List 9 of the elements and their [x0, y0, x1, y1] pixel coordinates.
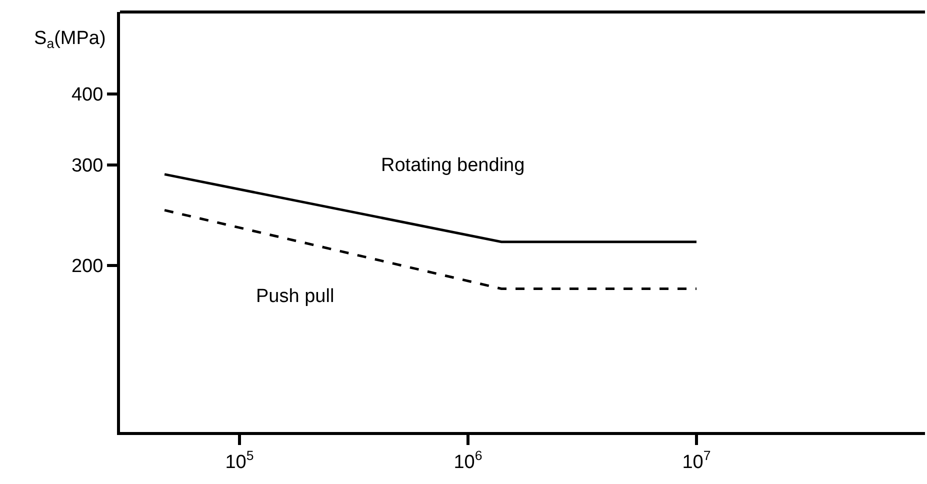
- y-axis-title: S$_{a}$(MPa): [34, 28, 106, 51]
- series-label: Push pull: [256, 286, 334, 307]
- x-tick-label: 10$^{5}$: [225, 448, 254, 473]
- y-tick-label: 300: [71, 156, 104, 177]
- y-tick-label: 400: [71, 84, 104, 106]
- y-tick-label: 200: [71, 256, 104, 278]
- text: Rotating bending: [381, 155, 525, 176]
- x-tick-label: 10$^{6}$: [454, 448, 482, 473]
- x-tick-label: 10$^{7}$: [682, 448, 711, 473]
